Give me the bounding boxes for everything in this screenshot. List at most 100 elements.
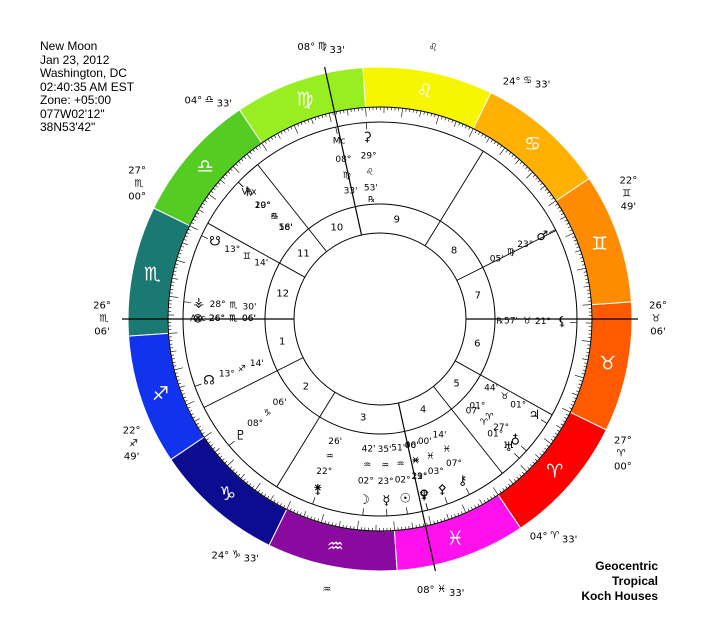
degree-tick — [183, 396, 187, 399]
house-cusp-label-3: 24° — [211, 550, 229, 561]
degree-tick — [565, 413, 569, 416]
degree-tick — [585, 278, 589, 280]
degree-tick — [582, 369, 586, 371]
degree-tick — [183, 238, 187, 241]
degree-tick — [468, 126, 471, 130]
house-cusp-line-5 — [433, 386, 503, 474]
mars-degree: 23° — [517, 240, 533, 250]
north-node-degree: 13° — [219, 370, 235, 380]
house-cusp-label-9: 33' — [535, 80, 550, 91]
degree-tick — [543, 438, 552, 445]
eris-minute: 01° — [469, 402, 485, 412]
degree-tick — [579, 257, 583, 259]
sun-minute: 51' — [391, 444, 405, 454]
degree-tick — [573, 397, 577, 400]
degree-tick — [527, 466, 530, 470]
jupiter-minute: 44' — [484, 383, 498, 393]
house-cusp-label-1: 26° — [93, 301, 111, 312]
house-cusp-label-10: 08° — [297, 42, 315, 53]
degree-tick — [201, 432, 205, 435]
degree-tick — [490, 139, 493, 143]
degree-tick — [479, 499, 483, 505]
sun-icon: ☉ — [400, 492, 412, 507]
degree-tick — [573, 239, 577, 242]
degree-tick — [574, 375, 584, 379]
degree-tick — [567, 226, 571, 228]
degree-tick — [286, 501, 291, 510]
degree-tick — [532, 174, 536, 177]
chiron-pointer — [465, 488, 470, 495]
degree-tick — [314, 117, 317, 121]
degree-tick — [279, 503, 282, 507]
vesta-minute: 30' — [243, 303, 257, 313]
jupiter-sign-icon: ♉ — [501, 392, 509, 402]
house-cusp-label-1: ♏ — [100, 314, 109, 325]
degree-tick — [184, 400, 188, 402]
degree-tick — [192, 416, 196, 419]
degree-tick — [441, 116, 443, 120]
degree-tick — [583, 271, 587, 273]
house-number-1: 1 — [279, 337, 285, 348]
house-number-6: 6 — [474, 339, 480, 350]
degree-tick — [546, 444, 550, 448]
degree-tick — [583, 285, 590, 288]
degree-tick — [196, 422, 199, 425]
house-number-7: 7 — [475, 290, 481, 301]
degree-tick — [572, 400, 576, 403]
degree-tick — [232, 468, 235, 472]
degree-tick — [426, 522, 428, 526]
sign-cancer-icon: ♋ — [524, 133, 541, 155]
degree-tick — [433, 520, 435, 524]
moon-sign-icon: ♒ — [363, 460, 371, 470]
degree-tick — [526, 171, 533, 179]
degree-tick — [499, 490, 502, 494]
degree-tick — [237, 473, 241, 477]
degree-tick — [235, 163, 238, 167]
mars-pointer — [549, 229, 556, 234]
degree-tick — [227, 171, 231, 174]
house-cusp-line-4 — [397, 402, 436, 572]
moon-degree: 02° — [358, 476, 374, 486]
house-cusp-line-10 — [324, 66, 363, 236]
degree-tick — [560, 216, 566, 220]
degree-tick — [172, 274, 176, 276]
degree-tick — [254, 482, 261, 491]
sign-leo-icon: ♌ — [416, 80, 433, 102]
degree-tick — [564, 417, 568, 420]
degree-tick — [251, 485, 255, 489]
house-cusp-line-3 — [276, 392, 336, 488]
lilith-degree: 21° — [535, 317, 551, 327]
degree-tick — [263, 493, 267, 497]
degree-tick — [240, 158, 244, 162]
degree-tick — [243, 156, 247, 159]
degree-tick — [576, 267, 586, 271]
degree-tick — [527, 169, 531, 172]
degree-tick — [542, 450, 545, 453]
degree-tick — [499, 145, 503, 149]
degree-tick — [578, 253, 582, 256]
house-system: Koch Houses — [581, 589, 658, 603]
degree-tick — [267, 495, 270, 499]
house-cusp-label-5: 04° — [530, 531, 548, 542]
vesta-sign-icon: ♏ — [230, 301, 238, 311]
degree-tick — [572, 236, 576, 238]
degree-tick — [222, 176, 226, 180]
house-cusp-label-2: 49' — [124, 451, 139, 462]
vertex-icon: Vtx — [242, 188, 258, 198]
vesta-icon: ⚶ — [193, 296, 204, 311]
degree-tick — [234, 471, 238, 474]
degree-tick — [176, 259, 186, 263]
degree-tick — [511, 154, 514, 157]
degree-tick — [579, 380, 583, 382]
degree-tick — [328, 113, 332, 123]
degree-tick — [490, 496, 493, 500]
eris-icon: ♁ — [510, 433, 520, 448]
degree-tick — [505, 485, 508, 489]
moon-icon: ☽ — [358, 493, 370, 508]
degree-tick — [496, 143, 500, 147]
degree-tick — [478, 131, 481, 135]
house-cusp-label-1: 06' — [94, 327, 109, 338]
sign-gemini-icon: ♊ — [591, 233, 608, 255]
degree-tick — [450, 515, 453, 519]
